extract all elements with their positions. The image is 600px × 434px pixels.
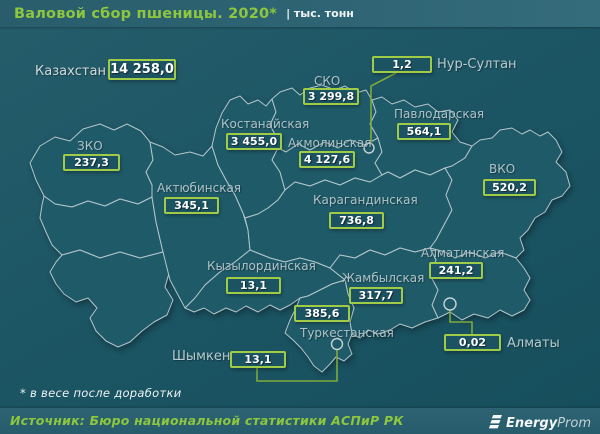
region-label-zko: ЗКО	[77, 139, 103, 153]
leader-line-almaty	[449, 310, 473, 334]
region-label-sko: СКО	[314, 74, 341, 88]
units-label: | тыс. тонн	[286, 7, 354, 20]
value-box-zhambyl: 317,7	[349, 287, 403, 304]
city-marker-almaty	[443, 297, 457, 311]
leader-line-nur-sultan	[370, 72, 397, 143]
source-text: Источник: Бюро национальной статистики А…	[10, 413, 404, 428]
region-label-akmola: Акмолинская	[288, 136, 372, 150]
region-shape-atyrau	[39, 195, 164, 259]
value-box-nur-sultan: 1,2	[372, 56, 432, 73]
energyprom-logo: EnergyProm	[489, 412, 591, 431]
value-box-aktobe: 345,1	[164, 197, 219, 214]
value-box-almaty: 0,02	[444, 334, 501, 351]
country-value-box: 14 258,0	[108, 59, 176, 80]
page-title: Валовой сбор пшеницы. 2020*	[14, 5, 278, 22]
footer-bar	[0, 408, 600, 434]
logo-text-bold: Energy	[506, 416, 558, 431]
region-label-almaty-region: Алматинская	[421, 246, 505, 260]
value-box-vko: 520,2	[483, 179, 536, 196]
value-box-shymkent: 13,1	[230, 351, 286, 368]
region-label-vko: ВКО	[489, 162, 516, 176]
footnote: * в весе после доработки	[20, 386, 182, 400]
leader-line-shymkent	[256, 350, 338, 382]
header-bar: Валовой сбор пшеницы. 2020* | тыс. тонн	[0, 0, 600, 27]
region-label-pavlodar: Павлодарская	[394, 107, 485, 121]
value-box-akmola: 4 127,6	[299, 151, 355, 168]
logo-text-light: Prom	[557, 416, 591, 431]
value-box-kyzylorda: 13,1	[226, 277, 281, 294]
region-label-karaganda: Карагандинская	[313, 193, 418, 207]
region-label-kostanay: Костанайская	[221, 117, 310, 131]
value-box-pavlodar: 564,1	[397, 123, 451, 140]
value-box-kostanay: 3 455,0	[226, 133, 282, 150]
value-box-zko: 237,3	[63, 154, 120, 171]
city-label-almaty: Алматы	[507, 336, 560, 351]
value-box-turkestan: 385,6	[294, 305, 350, 322]
city-marker-nur-sultan	[363, 142, 375, 154]
country-label: Казахстан	[35, 64, 106, 79]
region-shape-mangystau	[49, 249, 174, 348]
value-box-sko: 3 299,8	[303, 88, 359, 105]
value-box-almaty-region: 241,2	[429, 262, 483, 279]
value-box-karaganda: 736,8	[329, 212, 384, 229]
city-label-nur-sultan: Нур-Султан	[437, 57, 517, 72]
city-label-shymkent: Шымкент	[172, 349, 238, 364]
city-marker-shymkent	[330, 337, 344, 351]
region-label-kyzylorda: Кызылординская	[207, 259, 316, 273]
region-label-zhambyl: Жамбылская	[342, 271, 425, 285]
region-label-aktobe: Актюбинская	[157, 181, 242, 195]
region-label-turkestan: Туркестанская	[300, 326, 394, 340]
energyprom-logo-icon	[489, 414, 503, 428]
